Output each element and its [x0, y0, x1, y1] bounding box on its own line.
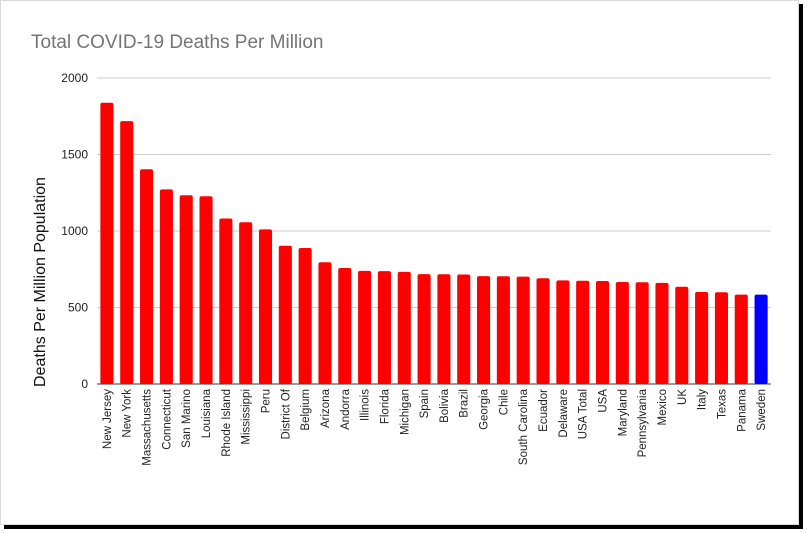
x-category-label: Peru	[261, 389, 273, 413]
bars	[100, 102, 768, 385]
bar	[278, 245, 292, 384]
y-axis-label: Deaths Per Million Population	[32, 177, 49, 387]
bar	[159, 189, 173, 384]
x-category-label: Massachusetts	[142, 389, 154, 466]
y-tick-label: 0	[81, 377, 88, 391]
x-category-label: Maryland	[617, 389, 629, 436]
bar	[437, 274, 451, 384]
bar	[576, 280, 590, 384]
bar	[358, 270, 372, 384]
x-category-label: Sweden	[756, 389, 768, 431]
x-category-label: Pennsylvania	[637, 388, 649, 457]
bar	[100, 102, 114, 384]
bar	[199, 196, 213, 384]
x-category-label: Michigan	[399, 389, 411, 435]
x-category-label: Rhode Island	[221, 389, 233, 457]
bar	[516, 276, 530, 384]
x-category-label: Mexico	[657, 389, 669, 425]
bar	[695, 292, 709, 384]
bar	[397, 271, 411, 384]
bar	[338, 268, 352, 384]
bar	[595, 281, 610, 384]
bar	[298, 247, 312, 384]
chart-frame: Total COVID-19 Deaths Per Million 0 500 10…	[0, 0, 799, 525]
bar	[734, 294, 748, 384]
x-category-label: Spain	[419, 389, 431, 418]
x-category-label: Ecuador	[538, 389, 550, 432]
y-tick-label: 500	[68, 301, 88, 315]
x-category-label: Andorra	[340, 388, 352, 430]
bar	[179, 195, 193, 384]
x-category-label: Florida	[379, 388, 391, 424]
x-category-label: USA	[598, 389, 610, 413]
x-category-label: South Carolina	[518, 388, 530, 465]
x-category-label: Illinois	[360, 389, 372, 421]
bar	[536, 278, 550, 384]
bar	[377, 271, 391, 384]
x-category-label: New Jersey	[102, 389, 114, 449]
bar	[556, 280, 570, 384]
y-tick-label: 1500	[61, 148, 88, 162]
bar-chart: 0 500 1000 1500 2000 New Jersey New York Massa…	[32, 71, 771, 466]
x-category-label: UK	[677, 389, 689, 405]
x-category-label: Delaware	[558, 389, 570, 438]
bar	[140, 169, 154, 384]
bar	[754, 294, 768, 384]
bar	[318, 262, 332, 384]
x-category-label: Louisiana	[201, 388, 213, 438]
bar	[635, 282, 649, 384]
bar	[714, 292, 728, 384]
bar	[655, 282, 669, 384]
x-category-label: Arizona	[320, 388, 332, 428]
x-category-label: Belgium	[300, 389, 312, 431]
y-tick-label: 1000	[61, 224, 88, 238]
bar	[675, 286, 689, 384]
x-category-label: Panama	[736, 388, 748, 431]
bar	[258, 229, 273, 384]
x-category-label: Brazil	[459, 389, 471, 418]
chart-title: Total COVID-19 Deaths Per Million	[31, 32, 324, 53]
y-tick-label: 2000	[61, 71, 88, 85]
bar	[219, 218, 233, 384]
x-category-label: Georgia	[479, 388, 491, 430]
x-category-label: Mississippi	[241, 389, 253, 445]
x-category-label: New York	[122, 389, 134, 438]
x-axis-category-labels: New Jersey New York Massachusetts Connectic…	[102, 388, 768, 466]
y-axis-ticks: 0 500 1000 1500 2000	[61, 71, 88, 391]
bar	[120, 121, 134, 385]
bar	[615, 281, 629, 384]
x-category-label: Bolivia	[439, 388, 451, 422]
x-category-label: Italy	[697, 389, 709, 410]
bar	[239, 222, 253, 384]
bar	[496, 276, 510, 384]
x-category-label: District Of	[280, 388, 292, 439]
bar	[417, 274, 431, 384]
x-category-label: USA Total	[578, 389, 590, 439]
x-category-label: San Marino	[181, 389, 193, 448]
gridlines	[97, 77, 771, 385]
x-category-label: Chile	[498, 389, 510, 415]
x-category-label: Texas	[716, 389, 728, 419]
bar	[457, 274, 471, 384]
x-category-label: Connecticut	[161, 388, 173, 450]
bar	[477, 276, 491, 384]
